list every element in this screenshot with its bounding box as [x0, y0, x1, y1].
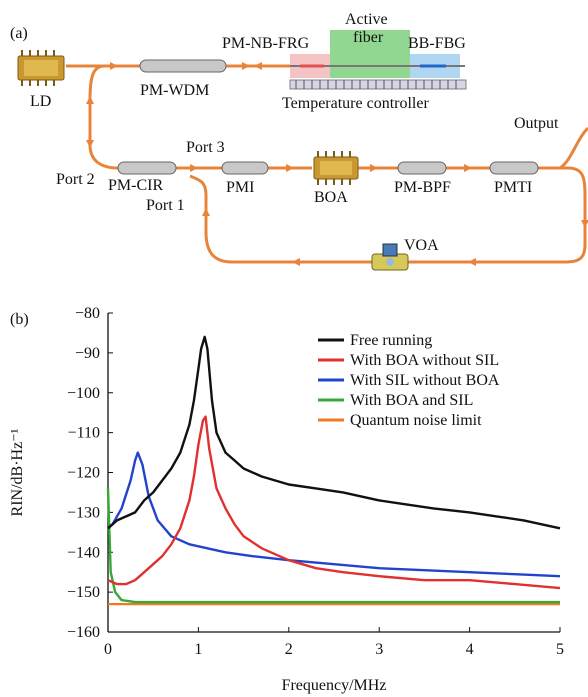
active-fiber-label-2: fiber	[353, 29, 384, 46]
arrow-icon	[286, 164, 294, 172]
series-line-2	[107, 451, 561, 578]
arrow-icon	[254, 62, 262, 70]
y-tick-label: −90	[75, 345, 100, 362]
arrow-icon	[190, 164, 198, 172]
y-tick-label: −120	[67, 465, 100, 482]
fbg-assembly	[289, 30, 467, 90]
y-tick-label: −80	[75, 305, 100, 322]
bb-fbg-label: BB-FBG	[408, 35, 466, 52]
y-tick-label: −140	[67, 544, 100, 561]
y-tick-label: −130	[67, 504, 100, 521]
series-line-1	[107, 415, 561, 590]
pmi-device	[221, 161, 269, 175]
fiber-arrows	[86, 62, 588, 266]
voa-label: VOA	[404, 237, 439, 254]
pmti-device	[489, 161, 539, 175]
fiber-voa-left	[189, 174, 372, 264]
arrow-icon	[468, 258, 476, 266]
y-tick-label: −160	[67, 624, 100, 641]
legend-entry-4: Quantum noise limit	[350, 412, 482, 429]
voa-device	[371, 243, 409, 271]
ld-label: LD	[30, 93, 51, 110]
y-tick-label: −150	[67, 584, 100, 601]
arrow-icon	[242, 62, 250, 70]
pm-cir-label: PM-CIR	[108, 177, 163, 194]
x-tick-label: 0	[104, 641, 112, 658]
arrow-icon	[86, 140, 94, 148]
ld-chip	[17, 50, 65, 86]
x-tick-label: 1	[194, 641, 202, 658]
arrow-icon	[86, 96, 94, 104]
panel-a-label: (a)	[10, 25, 28, 42]
panel-a: (a)	[10, 11, 588, 271]
arrow-icon	[464, 164, 472, 172]
x-tick-label: 5	[556, 641, 564, 658]
pmi-label: PMI	[226, 179, 254, 196]
pmti-label: PMTI	[494, 179, 532, 196]
arrow-icon	[292, 258, 300, 266]
arrow-icon	[110, 62, 118, 70]
legend-entry-0: Free running	[350, 332, 432, 349]
port3-label: Port 3	[186, 139, 225, 156]
pm-bpf-label: PM-BPF	[394, 179, 451, 196]
boa-chip	[313, 151, 359, 185]
x-tick-label: 3	[375, 641, 383, 658]
temperature-controller-label: Temperature controller	[282, 95, 429, 112]
active-fiber-label-1: Active	[345, 11, 388, 28]
x-axis-title: Frequency/MHz	[282, 677, 387, 694]
y-axis-title: RIN/dB·Hz⁻¹	[9, 428, 26, 516]
arrow-icon	[581, 220, 588, 228]
output-label: Output	[514, 115, 559, 132]
y-tick-label: −100	[67, 385, 100, 402]
pm-wdm-device	[139, 59, 227, 73]
panel-b-label: (b)	[10, 311, 29, 328]
fiber-left-loop	[88, 64, 119, 170]
pm-bpf-device	[397, 161, 447, 175]
series-line-3	[106, 488, 560, 604]
arrow-icon	[370, 164, 378, 172]
legend-entry-2: With SIL without BOA	[350, 372, 500, 389]
fiber-output	[559, 126, 588, 170]
pm-nb-frg-label: PM-NB-FRG	[222, 35, 310, 52]
boa-label: BOA	[314, 189, 348, 206]
y-tick-label: −110	[68, 425, 100, 442]
port2-label: Port 2	[56, 171, 95, 188]
pm-cir-device	[117, 161, 177, 175]
pm-wdm-label: PM-WDM	[140, 82, 209, 99]
legend-entry-1: With BOA without SIL	[350, 352, 499, 369]
legend-entry-3: With BOA and SIL	[350, 392, 473, 409]
x-tick-label: 4	[466, 641, 474, 658]
series-line-0	[107, 335, 561, 530]
x-tick-label: 2	[285, 641, 293, 658]
port1-label: Port 1	[146, 197, 185, 214]
arrow-icon	[202, 208, 210, 216]
